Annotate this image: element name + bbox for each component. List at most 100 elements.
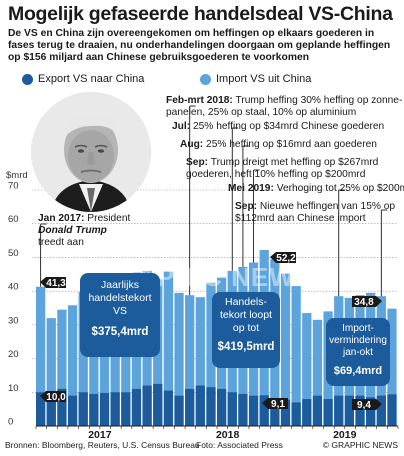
deficit-2018-value: $419,5mrd bbox=[218, 341, 275, 353]
annotation-aug-text: 25% heffing op $16mrd aan goederen bbox=[206, 139, 377, 150]
brand-credit: © GRAPHIC NEWS bbox=[322, 440, 398, 450]
annotation-jan2017: Jan 2017: President Donald Trump treedt … bbox=[38, 213, 130, 249]
import-bar bbox=[163, 271, 174, 426]
import-bar bbox=[291, 286, 301, 426]
chart-y-axis: 0 10 20 30 40 50 60 70$mrd bbox=[6, 170, 28, 428]
y-tick-label: 10 bbox=[8, 383, 19, 394]
callout-import-start-text: 41,3 bbox=[46, 278, 66, 289]
callout-export-mid-text: 9,1 bbox=[271, 399, 285, 410]
export-bar bbox=[89, 393, 99, 426]
annotation-feb-date: Feb-mrt 2018: bbox=[166, 95, 233, 106]
callout-import-peak-text: 52,2 bbox=[276, 253, 296, 264]
callout-import-start: 41,3 bbox=[40, 277, 66, 289]
export-bar bbox=[67, 395, 78, 426]
x-year-label: 2017 bbox=[88, 429, 112, 441]
legend-import-swatch bbox=[200, 73, 211, 85]
export-bar bbox=[99, 392, 110, 426]
export-bar bbox=[217, 388, 227, 426]
import-bar bbox=[78, 291, 88, 426]
legend: Export VS naar China Import VS uit China bbox=[0, 73, 404, 91]
annotation-feb-text2: panelen, 25% op staal, 10% op aluminium bbox=[166, 107, 357, 118]
page-title: Mogelijk gefaseerde handelsdeal VS-China bbox=[8, 3, 393, 25]
legend-import: Import VS uit China bbox=[200, 73, 311, 85]
export-bar bbox=[46, 395, 56, 426]
annotation-sep-date: Sep: bbox=[186, 157, 209, 168]
deficit-2018-line3: op tot bbox=[233, 322, 259, 334]
export-bar bbox=[174, 395, 184, 426]
deficit-2017-line3: VS bbox=[113, 305, 127, 317]
legend-export-label: Export VS naar China bbox=[38, 73, 145, 85]
deficit-box-2018: Handels- tekort loopt op tot $419,5mrd bbox=[212, 292, 280, 368]
page-subtitle: De VS en China zijn overeengekomen om he… bbox=[8, 28, 391, 63]
export-bar bbox=[280, 399, 291, 426]
annotation-aug2018: Aug: 25% heffing op $16mrd aan goederen bbox=[180, 139, 377, 151]
export-bar bbox=[387, 394, 397, 426]
annotation-sep19-text: Nieuwe heffingen van 15% op bbox=[259, 201, 396, 212]
export-bar bbox=[227, 392, 237, 426]
import-bar bbox=[302, 313, 312, 426]
export-bar bbox=[185, 388, 195, 426]
x-year-label: 2019 bbox=[333, 429, 357, 441]
export-bar bbox=[110, 392, 120, 426]
export-bar bbox=[78, 392, 88, 426]
annotation-sep19-date: Sep: bbox=[235, 201, 258, 212]
annotation-jan2017-date: Jan 2017: bbox=[38, 213, 85, 224]
annotation-mei-text: Verhoging tot 25% op $200mrd bbox=[276, 183, 404, 194]
export-bar bbox=[334, 395, 344, 426]
import-bar bbox=[46, 318, 56, 426]
annotation-sep-text: Trump dreigt met heffing op $267mrd bbox=[210, 157, 379, 168]
export-bar bbox=[206, 387, 216, 426]
deficit-2019-line3: jan-okt bbox=[342, 347, 373, 358]
import-bar bbox=[312, 319, 323, 426]
deficit-2019-value: $69,4mrd bbox=[334, 365, 382, 377]
import-bar bbox=[174, 292, 184, 426]
annotation-jan2017-name: Donald Trump bbox=[38, 225, 107, 236]
y-tick-label: 20 bbox=[8, 349, 19, 360]
export-bar bbox=[57, 388, 67, 426]
export-bar bbox=[344, 395, 355, 426]
import-bar bbox=[280, 273, 291, 426]
annotation-jul-text: 25% heffing op $34mrd Chinese goederen bbox=[192, 121, 385, 132]
y-tick-label: 30 bbox=[8, 315, 19, 326]
export-bar bbox=[163, 390, 174, 426]
import-bar bbox=[36, 286, 46, 426]
import-bar bbox=[206, 282, 216, 426]
export-bar bbox=[270, 400, 280, 426]
callout-import-peak: 52,2 bbox=[270, 252, 296, 264]
callout-export-mid: 9,1 bbox=[262, 398, 288, 410]
annotation-feb-text: Trump heffing 30% heffing op zonne- bbox=[235, 95, 403, 106]
annotation-sep2019: Sep: Nieuwe heffingen van 15% op $112mrd… bbox=[235, 201, 395, 225]
deficit-2017-line1: Jaarlijks bbox=[101, 279, 139, 291]
export-bar bbox=[142, 385, 152, 426]
import-bar bbox=[185, 295, 195, 426]
export-bar bbox=[36, 392, 46, 426]
callout-export-start: 10,0 bbox=[40, 391, 66, 403]
annotation-sep-text2: goederen, heft 10% heffing op $200mrd bbox=[186, 169, 366, 180]
export-bar bbox=[195, 385, 205, 426]
y-tick-label: 40 bbox=[8, 282, 19, 293]
chart-x-axis: 2017 2018 2019 bbox=[35, 425, 399, 441]
y-tick-label: 70 bbox=[8, 181, 19, 192]
export-bar bbox=[376, 395, 386, 426]
callout-export-end: 9,4 bbox=[352, 399, 382, 411]
deficit-2018-line2: tekort loopt bbox=[220, 309, 272, 321]
export-bar bbox=[302, 399, 312, 426]
export-bar bbox=[291, 402, 301, 426]
deficit-box-2017: Jaarlijks handelstekort VS $375,4mrd bbox=[80, 273, 160, 357]
y-tick-label: 50 bbox=[8, 248, 19, 259]
deficit-2019-line2: vermindering bbox=[329, 335, 387, 346]
deficit-2017-value: $375,4mrd bbox=[92, 326, 149, 338]
annotation-aug-date: Aug: bbox=[180, 139, 204, 150]
annotation-jan2017-text2: treedt aan bbox=[38, 237, 84, 248]
source-credit: Bronnen: Bloomberg, Reuters, U.S. Census… bbox=[5, 440, 200, 450]
annotation-sep2018: Sep: Trump dreigt met heffing op $267mrd… bbox=[186, 157, 378, 181]
export-bar bbox=[366, 397, 376, 426]
import-bar bbox=[57, 309, 67, 426]
callout-export-start-text: 10,0 bbox=[46, 392, 66, 403]
deficit-2019-line1: Import- bbox=[342, 323, 374, 334]
portrait-icon bbox=[31, 92, 151, 212]
deficit-box-2019: Import- vermindering jan-okt $69,4mrd bbox=[326, 318, 390, 386]
annotation-mei-date: Mei 2019: bbox=[228, 183, 274, 194]
annotation-jan2017-text: President bbox=[87, 213, 131, 224]
